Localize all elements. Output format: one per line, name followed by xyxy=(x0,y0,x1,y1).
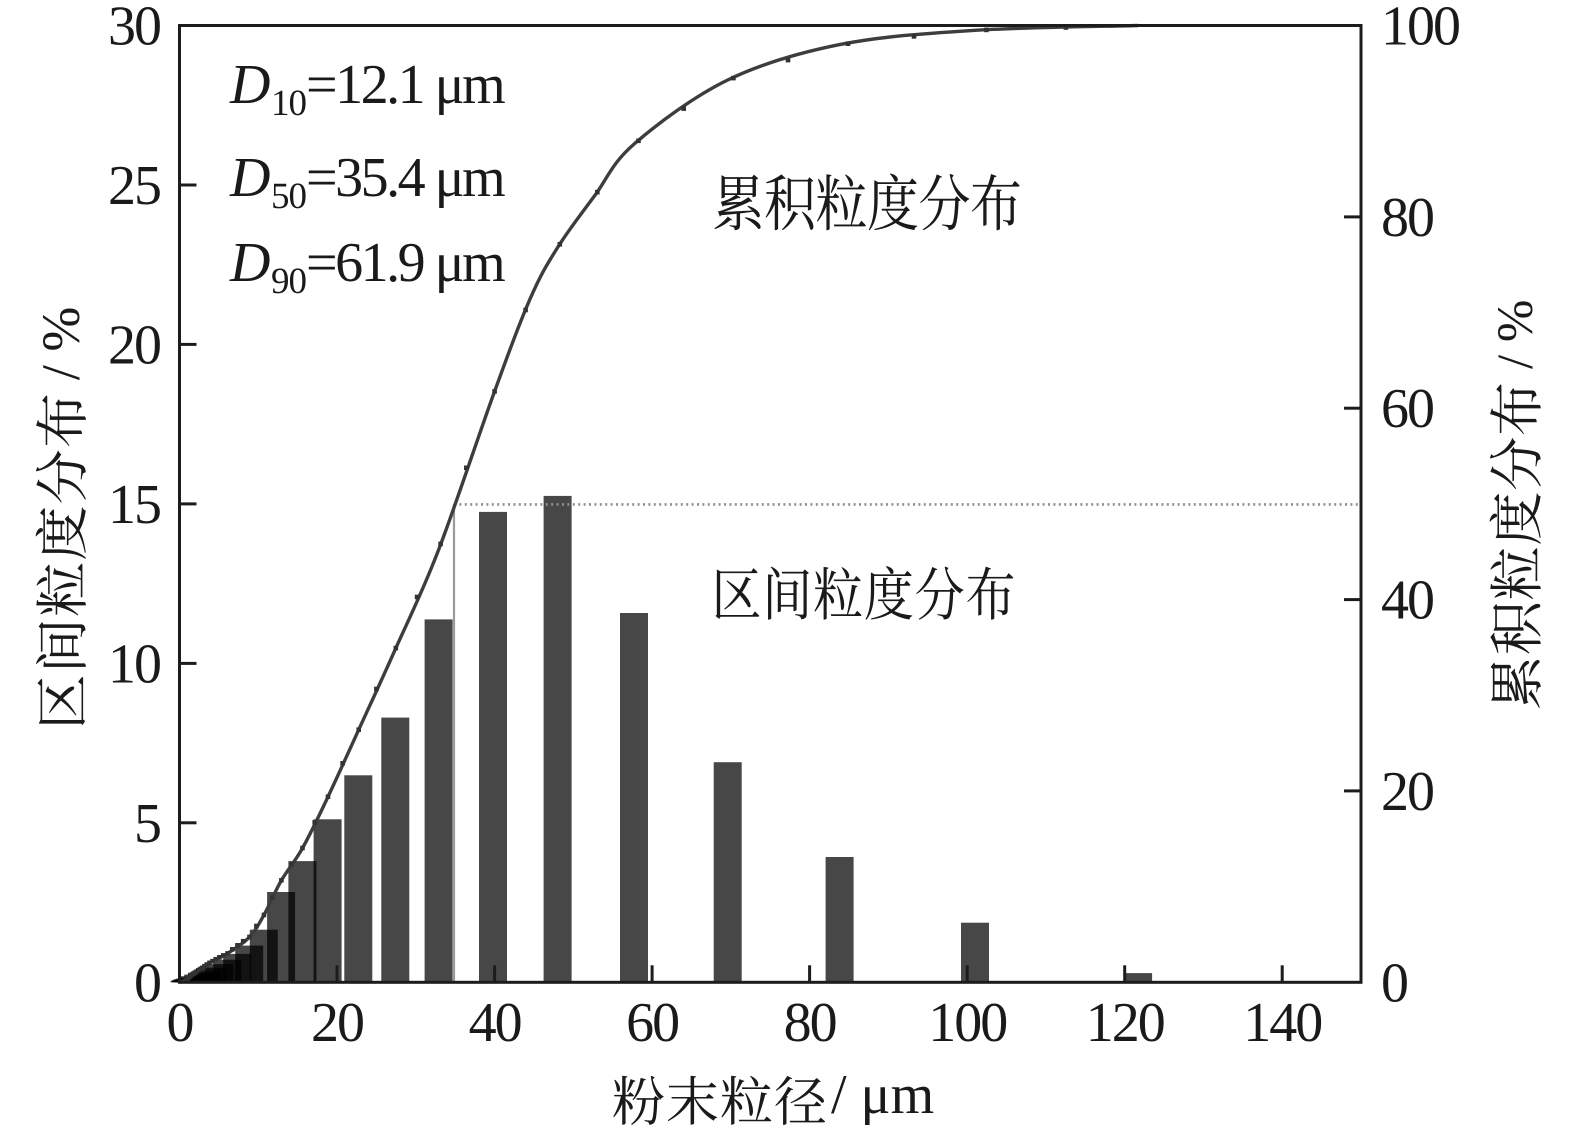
svg-text:40: 40 xyxy=(1381,570,1433,632)
svg-text:20: 20 xyxy=(108,314,160,376)
svg-text:60: 60 xyxy=(626,992,678,1054)
svg-text:D: D xyxy=(229,232,270,294)
svg-text:/ μm: / μm xyxy=(831,1064,934,1126)
svg-text:80: 80 xyxy=(1381,187,1433,249)
svg-text:120: 120 xyxy=(1086,992,1164,1054)
svg-text:D: D xyxy=(229,147,270,209)
svg-text:20: 20 xyxy=(1381,761,1433,823)
svg-text:25: 25 xyxy=(108,155,160,217)
svg-text:60: 60 xyxy=(1381,378,1433,440)
svg-text:/ %: / % xyxy=(1488,300,1544,369)
svg-text:10: 10 xyxy=(108,633,160,695)
svg-text:D: D xyxy=(229,54,270,116)
svg-text:=35.4 μm: =35.4 μm xyxy=(306,147,505,209)
svg-text:=61.9 μm: =61.9 μm xyxy=(306,232,505,294)
svg-text:100: 100 xyxy=(928,992,1006,1054)
svg-text:20: 20 xyxy=(311,992,363,1054)
svg-text:40: 40 xyxy=(469,992,521,1054)
svg-text:/ %: / % xyxy=(31,307,91,381)
svg-text:0: 0 xyxy=(167,992,193,1054)
svg-text:5: 5 xyxy=(134,793,160,855)
svg-text:0: 0 xyxy=(1381,952,1407,1014)
svg-text:140: 140 xyxy=(1243,992,1321,1054)
svg-text:80: 80 xyxy=(784,992,836,1054)
svg-text:100: 100 xyxy=(1381,0,1459,58)
svg-text:15: 15 xyxy=(108,474,160,536)
svg-text:=12.1 μm: =12.1 μm xyxy=(306,54,505,116)
svg-text:0: 0 xyxy=(134,952,160,1014)
svg-text:30: 30 xyxy=(108,0,160,58)
